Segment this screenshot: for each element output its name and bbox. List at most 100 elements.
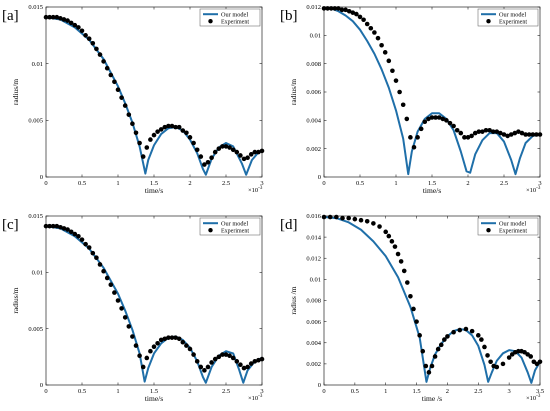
experiment-point xyxy=(173,335,178,340)
x-exponent-power: -3 xyxy=(258,186,263,191)
experiment-point xyxy=(76,25,81,30)
legend-label-experiment: Experiment xyxy=(221,19,249,25)
experiment-point xyxy=(184,130,189,136)
experiment-point xyxy=(438,342,444,348)
legend-label-model: Our model xyxy=(499,220,526,227)
x-tick-label: 1.5 xyxy=(413,388,421,395)
experiment-point xyxy=(444,118,449,123)
experiment-point xyxy=(505,133,510,139)
x-tick-label: 1.5 xyxy=(150,180,158,187)
experiment-point xyxy=(212,149,218,155)
experiment-point xyxy=(371,221,376,226)
experiment-point xyxy=(405,280,410,285)
experiment-point xyxy=(108,72,114,78)
experiment-point xyxy=(488,359,493,365)
experiment-point xyxy=(358,217,364,223)
experiment-point xyxy=(248,152,254,157)
experiment-point xyxy=(112,290,117,295)
experiment-point xyxy=(122,315,128,320)
panel-label: [d] xyxy=(280,217,298,233)
y-axis-label: radius/m xyxy=(11,287,20,313)
chart-panel-a: [a] 0 0.5 1 1.5 2 2.5 3 0 0.005 0.01 0.015 time/s rad… xyxy=(2,4,265,195)
experiment-point xyxy=(79,28,85,34)
experiment-point xyxy=(119,306,124,311)
experiment-point xyxy=(259,148,265,154)
experiment-point xyxy=(483,127,489,133)
experiment-point xyxy=(155,341,160,346)
y-axis-label: radius/m xyxy=(289,79,298,105)
x-axis-label: time/s xyxy=(423,186,441,195)
y-tick-label: 0 xyxy=(40,382,43,389)
experiment-point xyxy=(375,35,381,41)
experiment-point xyxy=(252,359,258,364)
experiment-point xyxy=(523,132,528,137)
experiment-point xyxy=(169,335,175,340)
x-axis-label: time/s xyxy=(145,186,163,195)
x-tick-label: 2.5 xyxy=(500,180,508,187)
x-tick-label: 3 xyxy=(260,388,263,395)
experiment-point xyxy=(426,116,431,122)
experiment-point xyxy=(417,333,422,338)
experiment-point xyxy=(166,335,171,340)
experiment-point xyxy=(173,124,178,130)
experiment-point xyxy=(346,215,351,221)
x-tick-label: 2 xyxy=(446,388,449,395)
legend-label-experiment: Experiment xyxy=(221,228,249,234)
experiment-point xyxy=(537,132,543,137)
legend-marker-swatch xyxy=(486,19,491,24)
x-tick-label: 0 xyxy=(322,180,325,187)
experiment-point xyxy=(469,328,475,334)
experiment-point xyxy=(259,356,265,362)
experiment-point xyxy=(54,14,60,20)
experiment-point xyxy=(176,336,182,342)
experiment-point xyxy=(386,58,392,64)
experiment-point xyxy=(501,132,507,137)
experiment-point xyxy=(332,6,338,11)
experiment-point xyxy=(68,20,74,26)
x-exponent-base: ×10 xyxy=(526,187,536,194)
experiment-point xyxy=(400,102,406,108)
panel-label: [a] xyxy=(2,8,19,24)
experiment-point xyxy=(411,306,416,312)
experiment-point xyxy=(194,359,200,364)
experiment-point xyxy=(112,79,117,85)
experiment-point xyxy=(339,7,345,13)
x-exponent: ×10-3 xyxy=(526,186,541,194)
y-tick-label: 0 xyxy=(318,174,321,181)
experiment-point xyxy=(476,129,482,134)
experiment-point xyxy=(465,135,471,140)
experiment-point xyxy=(230,147,236,153)
experiment-point xyxy=(126,324,132,329)
experiment-point xyxy=(328,6,334,11)
experiment-point xyxy=(140,154,146,159)
x-exponent: ×10-3 xyxy=(248,186,263,194)
x-tick-label: 0.5 xyxy=(78,388,86,395)
experiment-point xyxy=(321,6,327,11)
legend-marker-swatch xyxy=(208,19,213,24)
y-tick-label: 0.01 xyxy=(310,33,321,40)
experiment-point xyxy=(158,337,164,343)
experiment-point xyxy=(350,10,356,15)
y-tick-label: 0.004 xyxy=(306,118,321,125)
experiment-point xyxy=(386,233,392,239)
experiment-point xyxy=(451,123,456,129)
experiment-point xyxy=(411,144,417,150)
experiment-point xyxy=(43,223,49,229)
experiment-point xyxy=(130,121,135,127)
experiment-point xyxy=(364,21,370,27)
experiment-point xyxy=(90,40,96,46)
experiment-point xyxy=(245,364,250,370)
plot-frame xyxy=(45,215,263,386)
experiment-point xyxy=(209,155,214,161)
chart-panel-c: [c] 0 0.5 1 1.5 2 2.5 3 0 0.005 0.01 0.015 time/s rad… xyxy=(2,213,265,403)
y-tick-label: 0.015 xyxy=(28,4,43,11)
chart-panel-b: [b] 0 0.5 1 1.5 2 2.5 3 0 0.002 0.004 0.006 0.008 0.0… xyxy=(280,4,543,195)
x-exponent-base: ×10 xyxy=(248,395,258,402)
x-tick-label: 2 xyxy=(188,388,191,395)
experiment-point xyxy=(334,214,339,220)
experiment-point xyxy=(368,25,374,31)
experiment-point xyxy=(526,132,532,137)
experiment-point xyxy=(454,127,460,133)
experiment-point xyxy=(457,327,463,333)
